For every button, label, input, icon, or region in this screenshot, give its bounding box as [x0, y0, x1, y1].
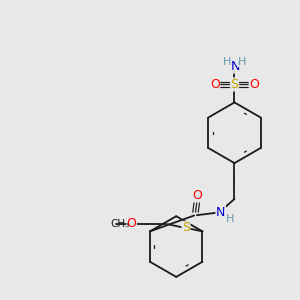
Text: N: N — [230, 60, 240, 73]
Text: O: O — [193, 189, 202, 202]
Text: N: N — [216, 206, 225, 219]
Text: H: H — [223, 57, 231, 67]
Text: H: H — [238, 57, 246, 67]
Text: H: H — [226, 214, 235, 224]
Text: CH₃: CH₃ — [111, 219, 130, 229]
Text: O: O — [249, 78, 259, 91]
Text: O: O — [210, 78, 220, 91]
Text: O: O — [127, 217, 136, 230]
Text: S: S — [182, 221, 190, 234]
Text: S: S — [230, 78, 238, 91]
